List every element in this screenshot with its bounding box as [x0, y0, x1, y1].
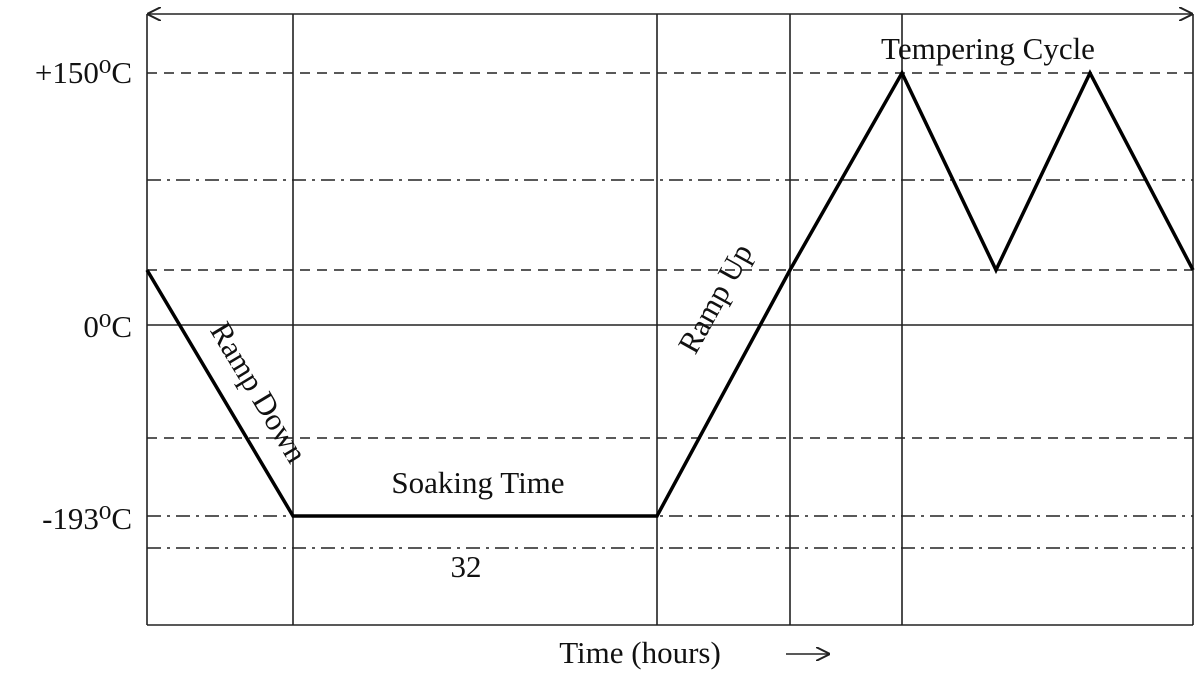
tempering-label: Tempering Cycle [881, 31, 1095, 66]
y-label: 0⁰C [83, 309, 132, 344]
soaking-label: Soaking Time [391, 465, 564, 500]
soaking-hours: 32 [451, 549, 482, 584]
y-label: -193⁰C [42, 501, 132, 536]
temperature-profile [145, 69, 1195, 518]
frame [146, 14, 1194, 626]
y-label: +150⁰C [35, 55, 132, 90]
dividers [292, 14, 903, 625]
x-axis-label: Time (hours) [559, 635, 721, 670]
guides [147, 72, 1193, 549]
ramp-up-label: Ramp Up [671, 238, 760, 360]
